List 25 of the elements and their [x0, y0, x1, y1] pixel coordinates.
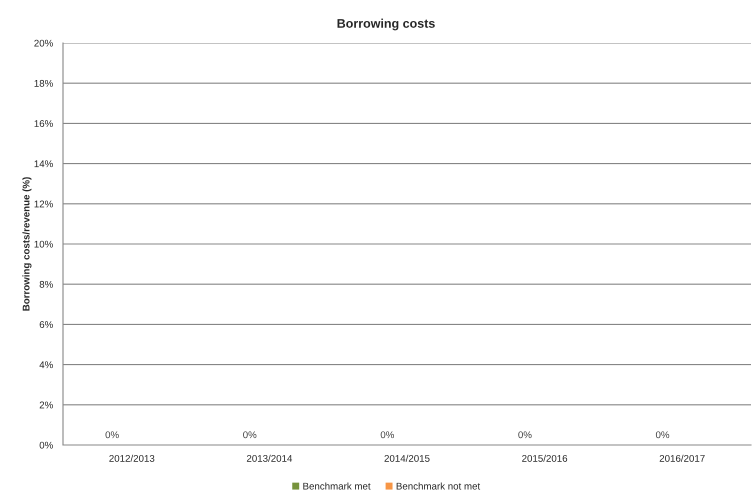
data-label: 0%	[105, 431, 119, 438]
y-tick-label: 20%	[34, 40, 53, 47]
x-tick-label: 2013/2014	[246, 454, 292, 462]
y-tick-label: 8%	[40, 280, 53, 288]
x-tick-label: 2012/2013	[109, 454, 154, 462]
data-label: 0%	[243, 431, 256, 438]
legend-label: Benchmark met	[303, 482, 371, 490]
data-label: 0%	[656, 431, 670, 438]
y-tick-label: 6%	[40, 321, 53, 328]
data-label: 0%	[518, 431, 532, 438]
y-tick-label: 10%	[34, 240, 53, 248]
y-tick-label: 16%	[34, 120, 53, 128]
y-tick-label: 4%	[39, 361, 53, 368]
data-label: 0%	[380, 431, 394, 438]
x-tick-label: 2016/2017	[660, 454, 705, 462]
chart-title: Borrowing costs	[338, 18, 435, 30]
y-axis-title: Borrowing costs/revenue (%)	[22, 177, 32, 311]
y-tick-label: 18%	[34, 80, 53, 87]
y-tick-label: 14%	[34, 160, 53, 168]
y-tick-label: 0%	[40, 442, 53, 449]
legend-label: Benchmark not met	[396, 482, 480, 490]
x-tick-label: 2015/2016	[522, 454, 568, 462]
y-tick-label: 12%	[34, 200, 53, 208]
y-tick-label: 2%	[40, 402, 53, 408]
x-tick-label: 2014/2015	[384, 454, 430, 462]
